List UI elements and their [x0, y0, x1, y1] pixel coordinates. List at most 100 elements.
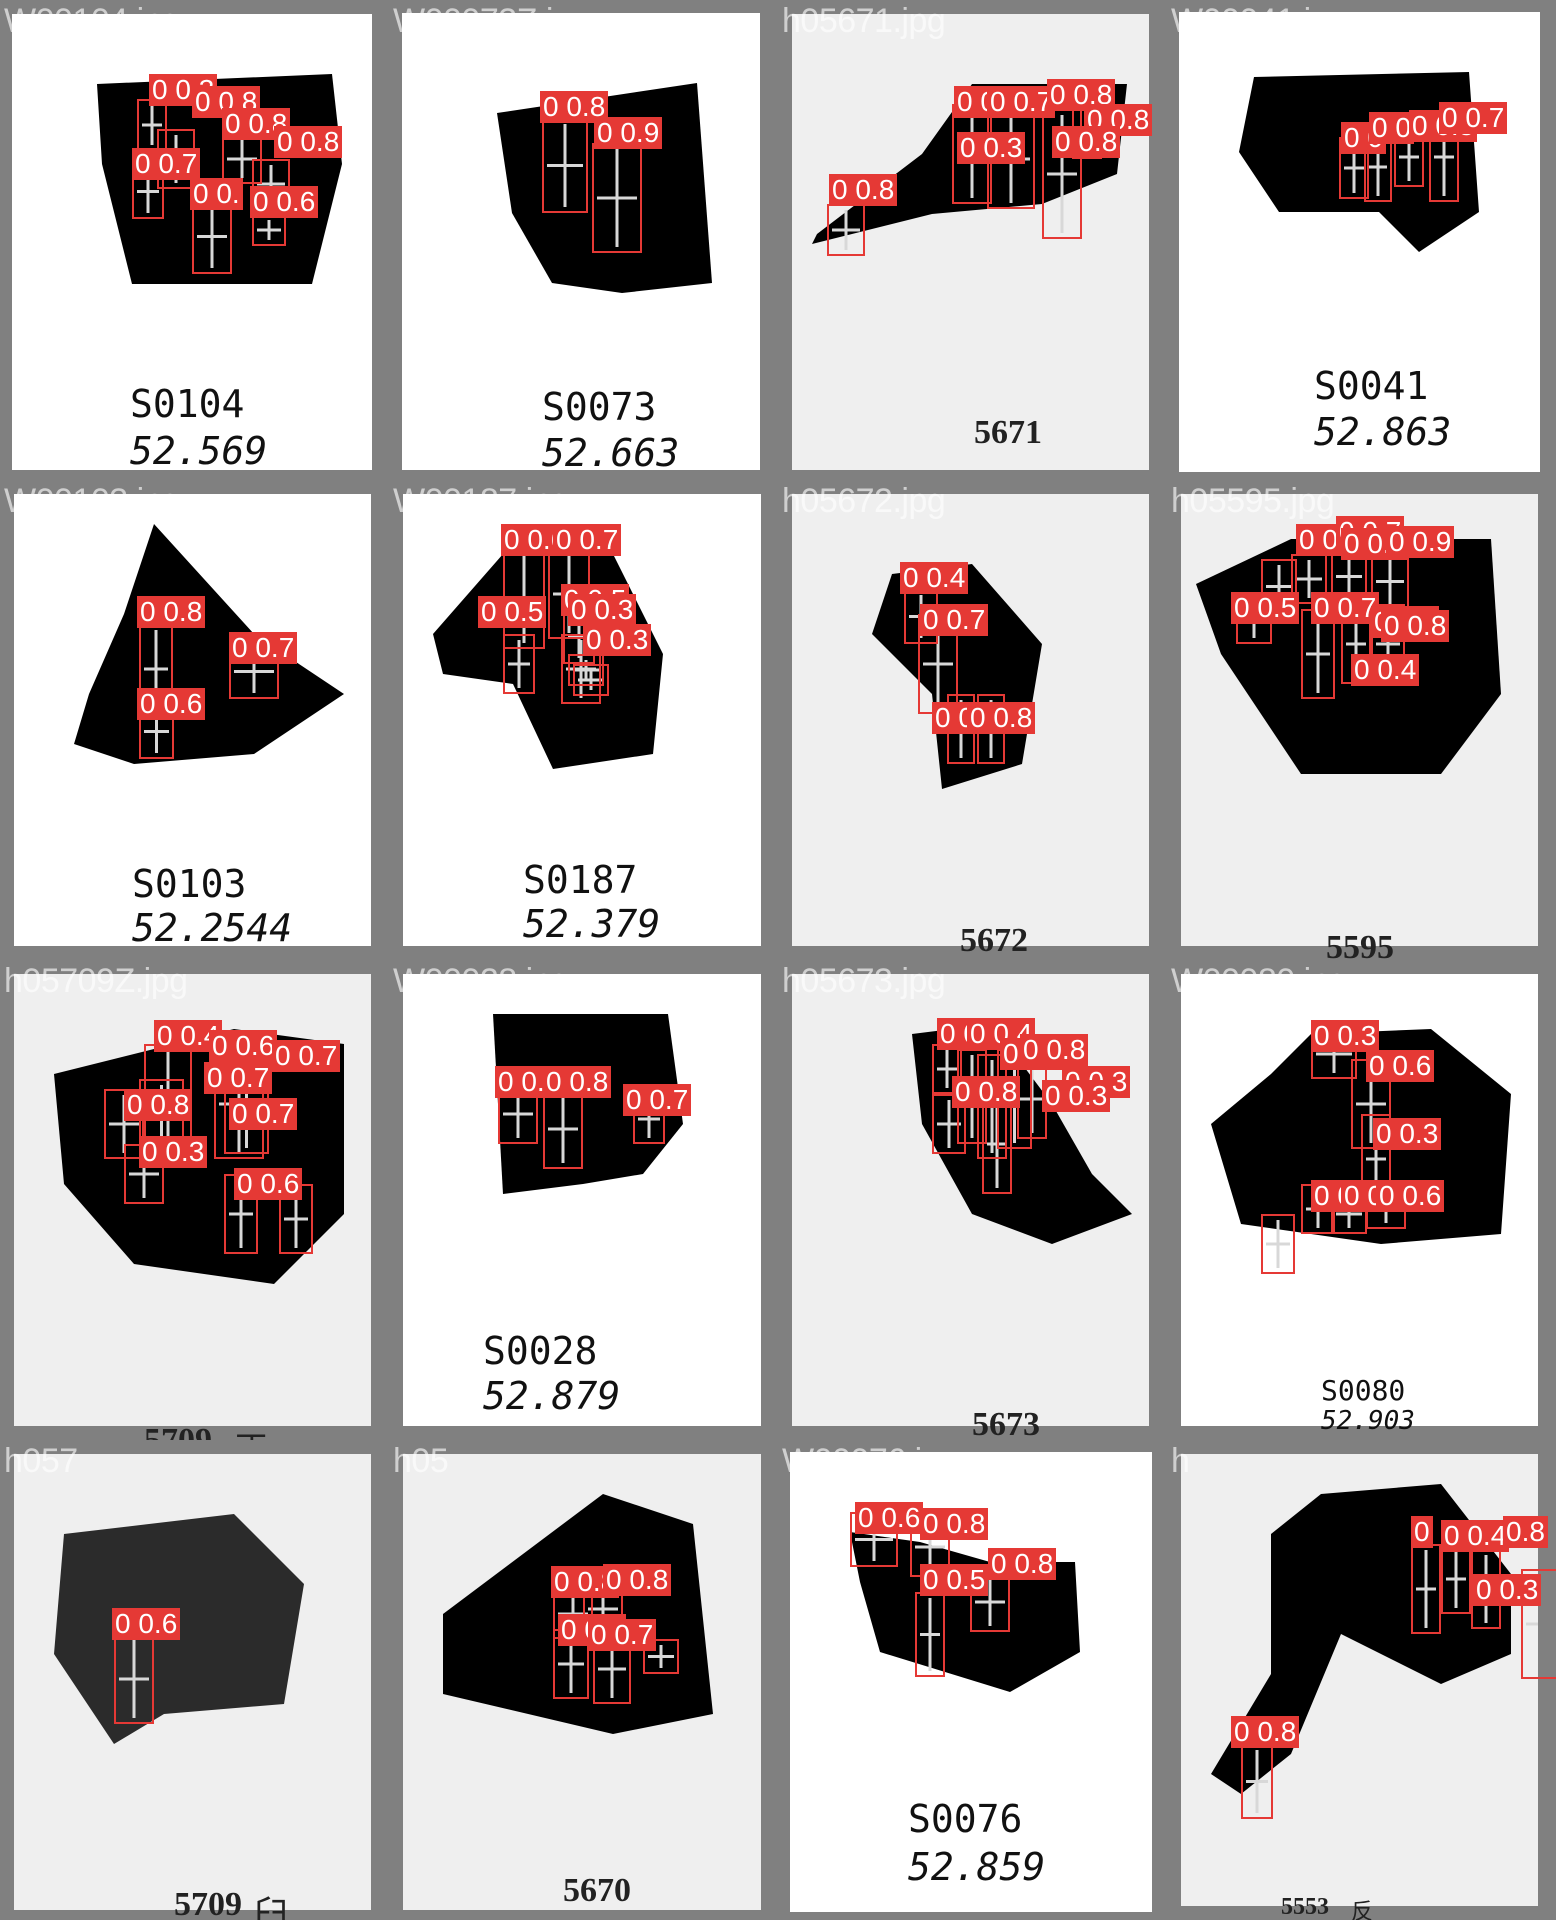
image-filename: h05671.jpg [782, 2, 946, 40]
image-filename: h05595.jpg [1171, 482, 1335, 520]
detection-label: 0 0.8 [1381, 610, 1450, 642]
image-filename: W00028.jpg [393, 962, 570, 1000]
detection-label: 0 0.8 [222, 108, 291, 140]
image-filename: h05 [393, 1442, 449, 1480]
plate-number: 5709 [174, 1886, 242, 1920]
detection-label: 0 0.3 [583, 624, 652, 656]
image-filename: W00073Z.jpg [393, 2, 590, 40]
detection-label: 0 0.8 [603, 1564, 672, 1596]
catalog-code: S0104 [130, 382, 245, 426]
image-filename: W00041.jpg [1171, 2, 1348, 40]
detection-label: 0 0.8 [1052, 126, 1121, 158]
detection-label: 0 0.7 [229, 1098, 298, 1130]
plate-number: 5673 [972, 1406, 1040, 1440]
detection-label: 0.8 [1503, 1516, 1548, 1548]
catalog-code: S0028 [483, 1329, 598, 1373]
detection-box [1411, 1544, 1441, 1634]
detection-label: 0 0. [190, 178, 243, 210]
detection-label: 0 0.5 [478, 596, 547, 628]
image-filename: h05672.jpg [782, 482, 946, 520]
plate-number: 5553 [1281, 1894, 1329, 1920]
detection-label: 0 0.5 [920, 1564, 989, 1596]
detection-label: 0 0.6 [1366, 1050, 1435, 1082]
catalog-code: S0187 [523, 858, 638, 902]
detection-label: 0 0 [1296, 524, 1341, 556]
detection-label: 0 0.8 [124, 1089, 193, 1121]
detection-box [252, 214, 286, 246]
grid-cell: S0076 52.859 0 0.6 0 0.8 0 0.5 0 0.8 W00076.jp… [778, 1440, 1167, 1920]
detection-box [592, 143, 642, 253]
grid-cell: S0028 52.879 0 0.8 0 0.8 0 0.7 W00028.jpg [389, 960, 778, 1440]
grid-cell: S0073 52.663 0 0.8 0 0.9 W00073Z.jpg [389, 0, 778, 480]
detection-box [561, 634, 601, 704]
image-filename: W00103.jpg [4, 482, 181, 520]
catalog-number: 52.859 [908, 1845, 1046, 1889]
grid-cell: S0104 52.569 0 0.3 0 0.8 0 0.8 0 0.8 0 0.7 0 0.… [0, 0, 389, 480]
detection-box [1261, 1214, 1295, 1274]
detection-label: 0 0 [1369, 112, 1414, 144]
detection-box [503, 634, 535, 694]
fragment-shape [74, 524, 344, 764]
detection-box [573, 664, 609, 696]
detection-box [542, 118, 588, 213]
detection-label: 0 [1411, 1516, 1433, 1548]
detection-box [192, 199, 232, 274]
detection-label: 0 0.6 [112, 1608, 181, 1640]
detection-label: 0 0.4 [900, 562, 969, 594]
detection-label: 0 0.7 [920, 604, 989, 636]
detection-label: 0 0.7 [553, 524, 622, 556]
detection-label: 0 0.7 [132, 148, 201, 180]
detection-label: 0 0.4 [1441, 1520, 1510, 1552]
detection-label: 0 0.4 [1351, 654, 1420, 686]
detection-label: 0 0.8 [1231, 1716, 1300, 1748]
detection-label: 0 0.3 [139, 1136, 208, 1168]
catalog-code: S0041 [1314, 364, 1429, 408]
detection-label: 0 0.8 [829, 174, 898, 206]
scan-card: S0073 52.663 [402, 13, 760, 475]
scan-card: 5709 臼 [14, 1454, 371, 1920]
detection-label: 0 0.6 [137, 688, 206, 720]
plate-number: 5672 [960, 922, 1028, 959]
catalog-code: S0073 [542, 385, 657, 429]
image-filename: W00076.jpg [782, 1442, 959, 1480]
detection-label: 0 0.5 [1231, 592, 1300, 624]
image-filename: h05709Z.jpg [4, 962, 188, 1000]
plate-number: 5671 [974, 414, 1042, 451]
detection-label: 0 0.7 [229, 632, 298, 664]
detection-label: 0 0.9 [594, 117, 663, 149]
detection-label: 0 0.3 [1311, 1020, 1380, 1052]
detection-box [827, 204, 865, 256]
detection-label: 0 0.8 [540, 91, 609, 123]
detection-label: 0 0.7 [1311, 592, 1380, 624]
detection-box [932, 1094, 966, 1154]
detection-label: 0 0.7 [272, 1040, 341, 1072]
grid-cell: 5553 反 0 0 0.4 0.8 0 0.3 0 0.8 h [1167, 1440, 1556, 1920]
image-filename: h057 [4, 1442, 78, 1480]
image-filename: W00104.jpg [4, 2, 181, 40]
detection-box [1441, 1544, 1471, 1614]
grid-cell: 5709 臼 0 0.6 h057 [0, 1440, 389, 1920]
detection-box [643, 1639, 679, 1674]
plate-suffix: 正 [234, 1422, 268, 1440]
image-filename: h05673.jpg [782, 962, 946, 1000]
plate-suffix: 反 [1351, 1899, 1374, 1920]
image-filename: W00187.jpg [393, 482, 570, 520]
grid-cell: S0103 52.2544 0 0.8 0 0.7 0 0.6 W00103.jpg [0, 480, 389, 960]
image-filename: h [1171, 1442, 1190, 1480]
catalog-number: 52.663 [542, 431, 680, 475]
bone-fragment-image [493, 1014, 683, 1194]
detection-label: 0 0.7 [1439, 102, 1508, 134]
detection-label: 0 0.3 [1473, 1574, 1542, 1606]
catalog-number: 52.2544 [132, 906, 293, 950]
detection-box [114, 1634, 154, 1724]
scan-card: S0041 52.863 [1179, 12, 1540, 472]
detection-label: 0 0.6 [209, 1030, 278, 1062]
catalog-number: 52.379 [523, 902, 661, 946]
catalog-number: 52.863 [1314, 410, 1452, 454]
detection-label: 0 0.8 [967, 702, 1036, 734]
